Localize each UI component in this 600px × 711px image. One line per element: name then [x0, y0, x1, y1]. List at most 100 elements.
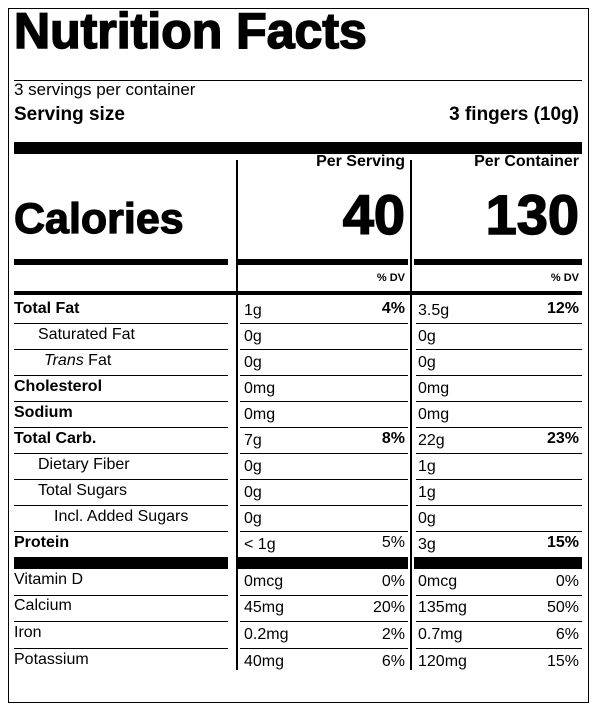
serving-amount: 1g — [244, 302, 262, 319]
serving-size-value: 3 fingers (10g) — [449, 104, 579, 125]
row-divider — [240, 323, 408, 324]
row-divider — [240, 505, 408, 506]
calories-per-container: 130 — [485, 183, 580, 246]
container-amount: 0g — [418, 354, 436, 371]
serving-amount: 0g — [244, 328, 262, 345]
row-divider — [14, 505, 228, 506]
row-divider — [416, 453, 582, 454]
container-amount: 0mg — [418, 406, 450, 423]
row-divider — [240, 621, 408, 622]
row-divider — [14, 621, 228, 622]
row-divider — [240, 531, 408, 532]
row-divider — [14, 323, 228, 324]
nutrient-name: Trans Fat — [44, 352, 112, 369]
column-header-per-serving: Per Serving — [316, 153, 405, 170]
calories-bar-left — [14, 259, 228, 265]
vitamin-name: Iron — [14, 624, 42, 641]
servings-per-container: 3 servings per container — [14, 80, 196, 99]
row-divider — [14, 401, 228, 402]
serving-dv: 2% — [381, 626, 405, 643]
vitamin-name: Vitamin D — [14, 571, 84, 588]
container-amount: 3g — [418, 536, 436, 553]
serving-amount: 0.2mg — [244, 626, 289, 643]
row-divider — [416, 595, 582, 596]
container-dv: 6% — [555, 626, 579, 643]
row-divider — [240, 479, 408, 480]
serving-dv: 0% — [381, 573, 405, 590]
nutrition-label-frame — [8, 8, 589, 703]
row-divider — [240, 401, 408, 402]
serving-amount: 45mg — [244, 599, 285, 616]
container-dv: 15% — [546, 534, 579, 551]
title-rule — [14, 80, 582, 81]
row-divider — [14, 453, 228, 454]
row-divider — [416, 323, 582, 324]
serving-dv: 6% — [381, 653, 405, 670]
column-header-per-container: Per Container — [474, 153, 579, 170]
row-divider — [240, 349, 408, 350]
column-divider-middle — [410, 160, 412, 670]
row-divider — [240, 375, 408, 376]
container-dv: 15% — [546, 653, 579, 670]
container-amount: 135mg — [418, 599, 467, 616]
serving-amount: 0g — [244, 510, 262, 527]
serving-dv: 4% — [381, 300, 405, 317]
row-divider — [240, 648, 408, 649]
dv-header-serving: % DV — [376, 272, 405, 284]
row-divider — [240, 453, 408, 454]
container-amount: 1g — [418, 458, 436, 475]
row-divider — [14, 595, 228, 596]
container-amount: 3.5g — [418, 302, 450, 319]
dv-divider-bar — [14, 291, 582, 295]
nutrient-name: Incl. Added Sugars — [54, 508, 189, 525]
nutrient-name: Total Carb. — [14, 430, 97, 447]
container-dv: 23% — [546, 430, 579, 447]
serving-amount: 0g — [244, 484, 262, 501]
serving-amount: 0mg — [244, 406, 276, 423]
row-divider — [416, 505, 582, 506]
serving-amount: 0g — [244, 458, 262, 475]
serving-amount: 0mg — [244, 380, 276, 397]
container-dv: 12% — [546, 300, 579, 317]
calories-bar-serving — [238, 259, 408, 265]
nutrient-name: Protein — [14, 534, 70, 551]
serving-amount: 7g — [244, 432, 262, 449]
serving-amount: 0mcg — [244, 573, 284, 590]
calories-label: Calories — [13, 195, 184, 243]
protein-bar-left — [14, 557, 228, 569]
row-divider — [416, 427, 582, 428]
container-dv: 50% — [546, 599, 579, 616]
serving-dv: 20% — [372, 599, 405, 616]
container-amount: 0mcg — [418, 573, 458, 590]
vitamin-name: Potassium — [14, 651, 89, 668]
container-amount: 22g — [418, 432, 445, 449]
container-dv: 0% — [555, 573, 579, 590]
serving-dv: 5% — [381, 534, 405, 551]
row-divider — [240, 595, 408, 596]
container-amount: 0.7mg — [418, 626, 463, 643]
row-divider — [416, 621, 582, 622]
protein-bar-serving — [238, 557, 408, 569]
container-amount: 0g — [418, 328, 436, 345]
row-divider — [416, 531, 582, 532]
serving-thick-bar — [14, 142, 582, 154]
calories-per-serving: 40 — [342, 183, 406, 246]
row-divider — [416, 479, 582, 480]
nutrient-name: Sodium — [14, 404, 73, 421]
row-divider — [416, 375, 582, 376]
label-title: Nutrition Facts — [13, 3, 367, 59]
row-divider — [416, 648, 582, 649]
container-amount: 1g — [418, 484, 436, 501]
nutrient-name: Cholesterol — [14, 378, 103, 395]
nutrient-name: Dietary Fiber — [38, 456, 130, 473]
row-divider — [14, 375, 228, 376]
container-amount: 120mg — [418, 653, 467, 670]
nutrient-name: Total Fat — [14, 300, 80, 317]
row-divider — [416, 401, 582, 402]
row-divider — [14, 648, 228, 649]
serving-size-label: Serving size — [14, 104, 125, 125]
row-divider — [14, 349, 228, 350]
row-divider — [14, 427, 228, 428]
serving-dv: 8% — [381, 430, 405, 447]
row-divider — [14, 531, 228, 532]
